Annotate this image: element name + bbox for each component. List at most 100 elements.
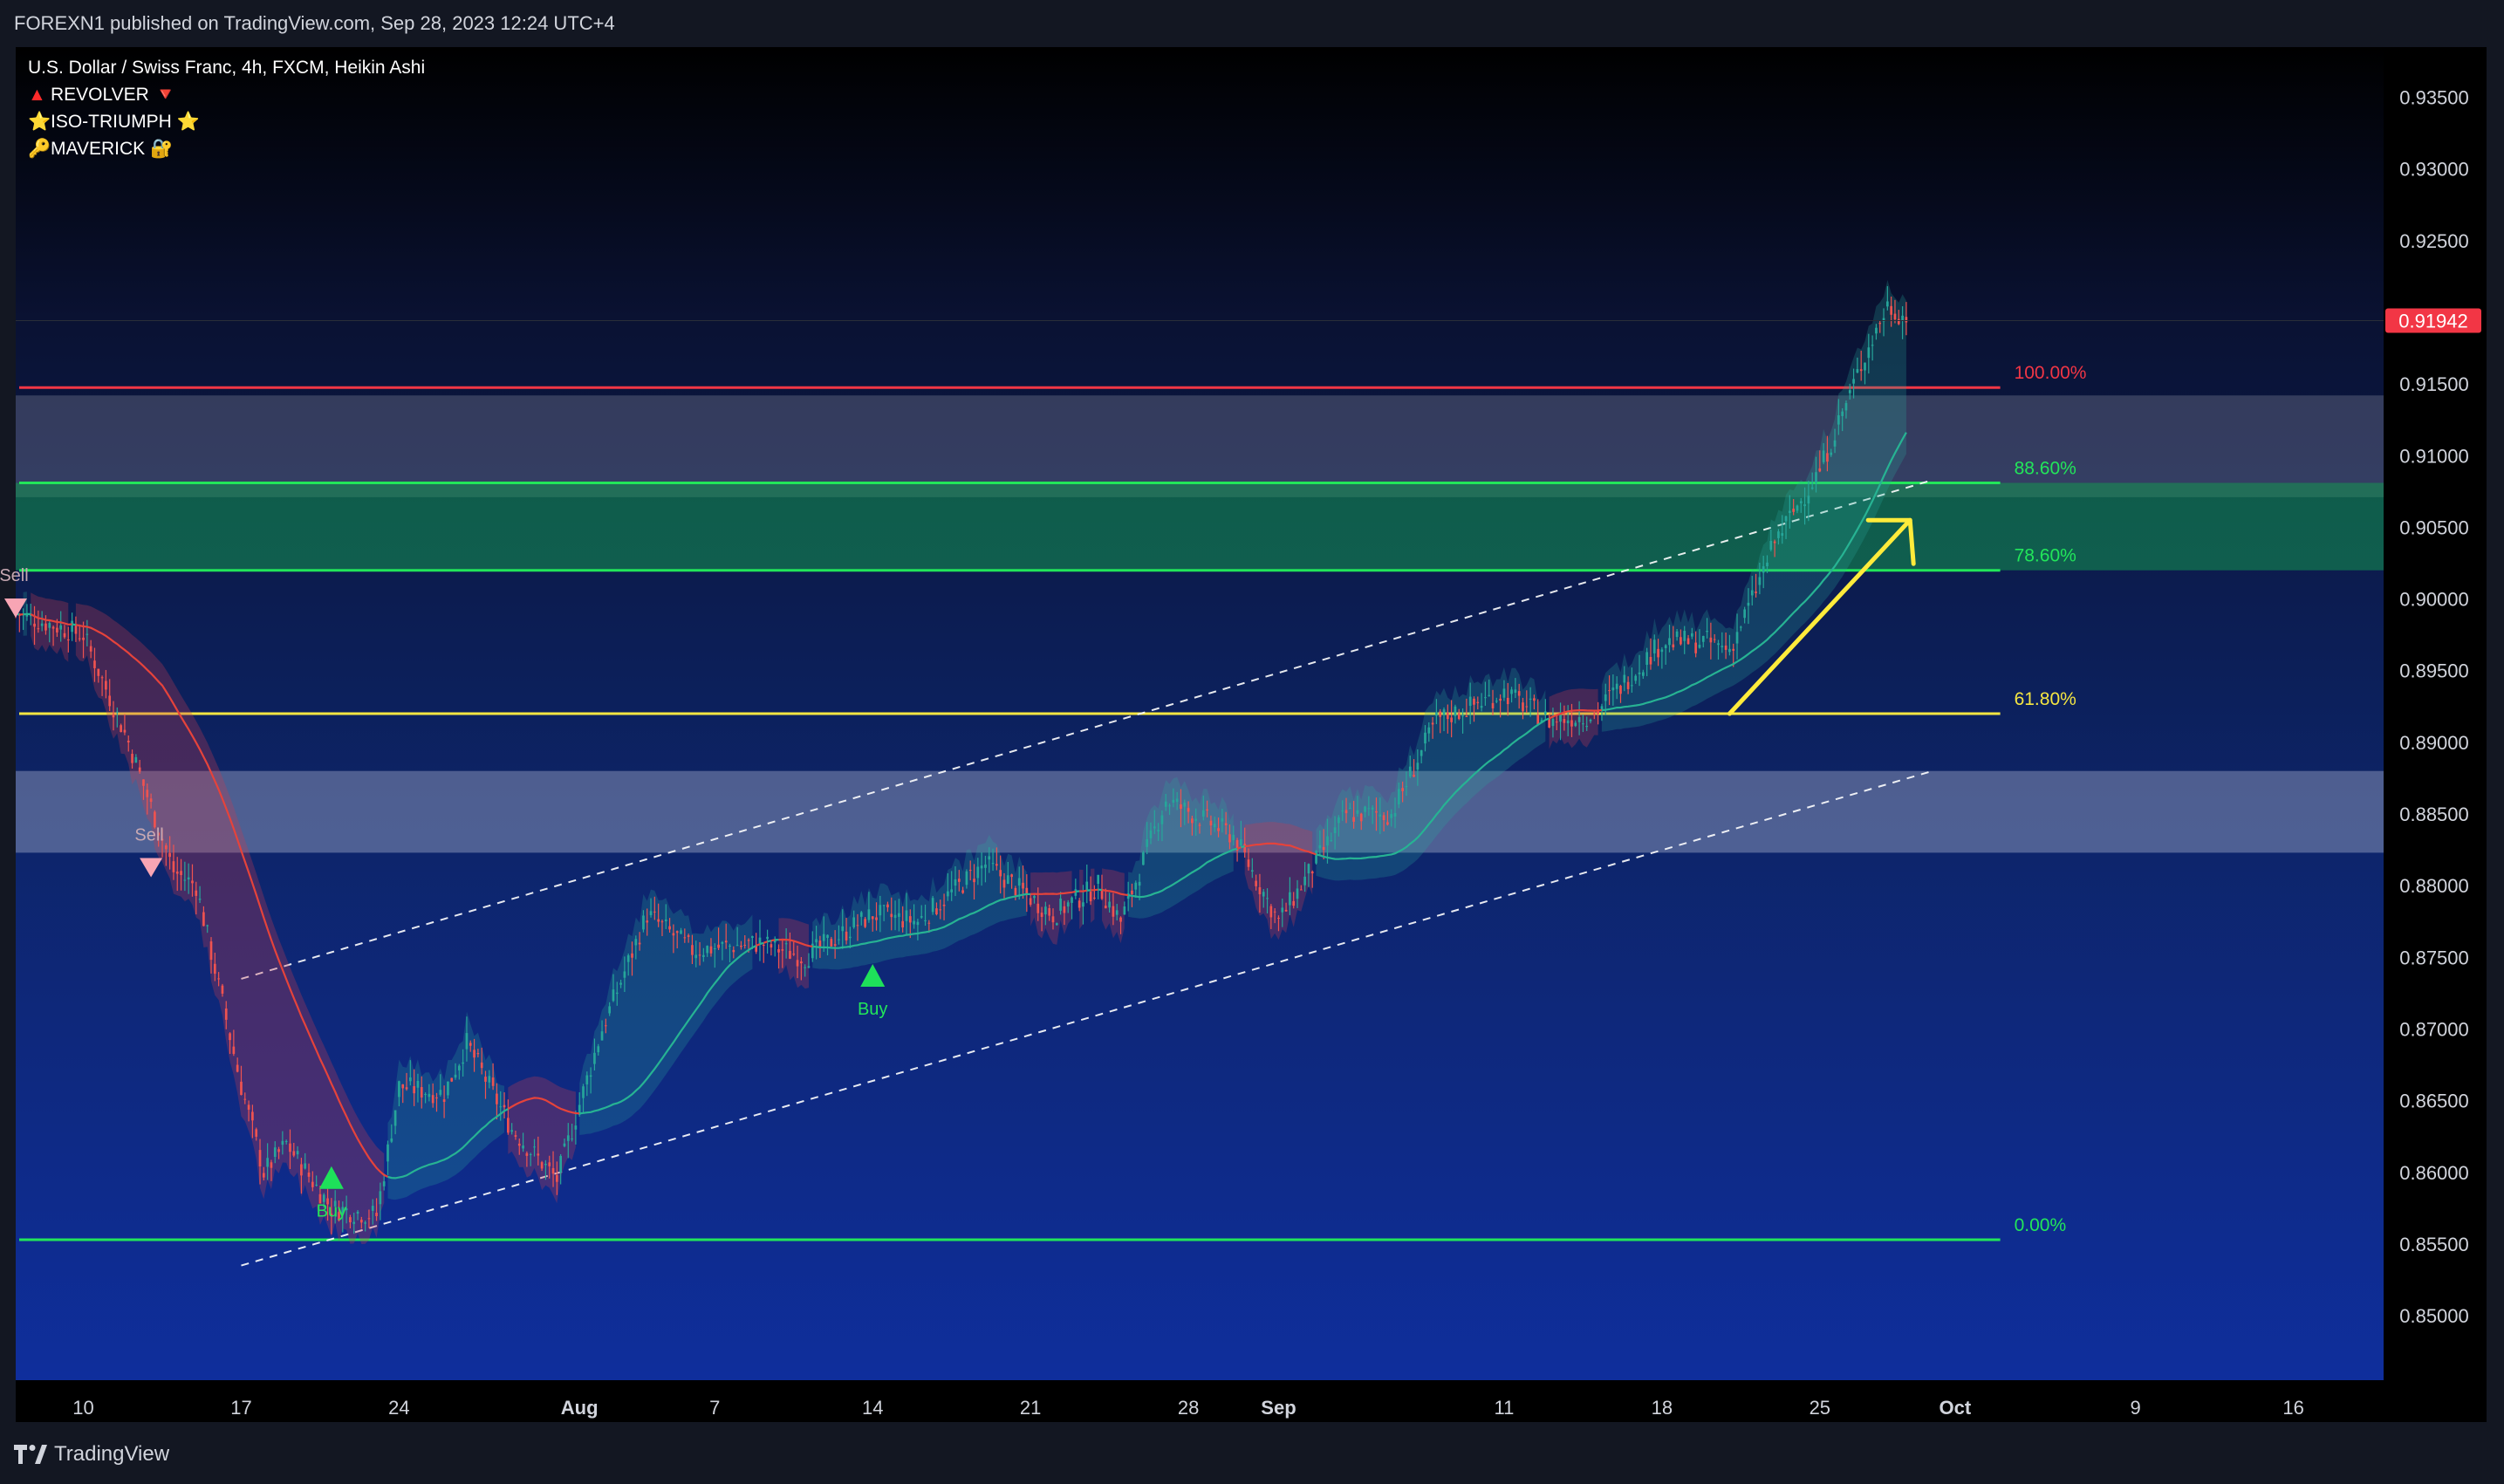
candle-body [525, 1152, 529, 1156]
price-axis-background [2384, 47, 2487, 1422]
moving-average-line [1079, 889, 1088, 892]
candle-body [1446, 712, 1449, 720]
candle-body [1740, 626, 1742, 628]
candle-body [1577, 716, 1581, 722]
time-axis-tick-label: Aug [561, 1397, 599, 1419]
candle-body [48, 623, 51, 628]
candle-body [1454, 706, 1457, 716]
legend-item-maverick[interactable]: 🔑MAVERICK 🔐 [28, 135, 425, 162]
candle-body [1743, 609, 1746, 619]
legend-item-iso-triumph[interactable]: ⭐ISO-TRIUMPH ⭐ [28, 108, 425, 135]
candle-body [1160, 815, 1164, 824]
candle-body [833, 944, 837, 947]
candle-body [1022, 882, 1024, 889]
sell-signal-label: Sell [134, 825, 163, 845]
candle-body [898, 913, 900, 917]
candle-body [913, 920, 915, 925]
candle-body [304, 1163, 307, 1169]
legend-item-revolver[interactable]: ▲ REVOLVER 🔻 [28, 81, 425, 108]
candle-body [713, 947, 716, 950]
candle-body [1668, 638, 1671, 646]
bull-cloud [812, 834, 1027, 970]
candle-body [875, 917, 878, 920]
candle-body [224, 1008, 228, 1020]
candle-body [1762, 566, 1765, 573]
candle-body [1529, 698, 1532, 701]
candle-body [830, 939, 833, 947]
candle-body [484, 1077, 487, 1082]
candle-body [289, 1143, 291, 1152]
candle-body [1457, 713, 1461, 720]
candle-body [359, 1220, 363, 1223]
candle-body [255, 1129, 258, 1137]
candle-body [1115, 910, 1119, 915]
candle-body [447, 1081, 449, 1096]
sell-signal-icon [4, 598, 27, 619]
candle-body [1108, 901, 1111, 908]
candle-body [1897, 318, 1900, 325]
candle-body [1634, 675, 1638, 681]
candle-body [1664, 645, 1667, 648]
fib-level-label: 88.60% [2015, 458, 2076, 478]
candle-body [965, 871, 968, 886]
candle-body [968, 870, 972, 872]
candle-body [1375, 810, 1378, 813]
candle-body [123, 729, 127, 733]
candle-body [882, 905, 886, 906]
candle-body [631, 953, 633, 958]
candle-body [1168, 805, 1171, 807]
candle-body [578, 1104, 581, 1115]
candle-body [322, 1194, 325, 1202]
candle-body [680, 930, 682, 934]
candle-body [465, 1033, 469, 1050]
candle-body [93, 660, 96, 668]
candle-body [818, 940, 822, 947]
candle-body [1299, 889, 1303, 891]
tradingview-logo[interactable]: TradingView [14, 1442, 169, 1467]
buy-signal-icon [318, 1166, 344, 1189]
candle-body [893, 914, 897, 919]
price-axis-tick-label: 0.88500 [2399, 804, 2469, 825]
candle-body [984, 864, 987, 868]
candle-body [345, 1208, 348, 1211]
candle-body [859, 912, 863, 917]
candle-body [845, 931, 848, 940]
candle-body [1905, 317, 1908, 323]
candle-body [476, 1052, 480, 1055]
candle-body [935, 908, 938, 915]
time-axis-tick-label: 18 [1652, 1397, 1673, 1419]
candle-body [608, 1006, 611, 1014]
candle-body [1292, 900, 1296, 906]
candle-body [1758, 577, 1762, 585]
tradingview-logo-icon [14, 1445, 47, 1464]
candle-body [1491, 702, 1495, 708]
candle-body [105, 680, 107, 690]
candle-body [89, 646, 92, 652]
candle-body [364, 1222, 366, 1224]
candle-body [615, 992, 619, 995]
candle-body [1893, 313, 1897, 320]
candle-body [1652, 639, 1656, 653]
candle-body [131, 754, 133, 763]
fib-level-label: 100.00% [2015, 363, 2087, 383]
candle-body [1525, 706, 1529, 708]
candle-body [522, 1145, 524, 1149]
candle-body [333, 1200, 337, 1207]
red-triangle-down-icon: 🔻 [154, 85, 177, 105]
candle-body [206, 925, 209, 927]
moving-average-line [1127, 847, 1238, 899]
candle-body [66, 639, 70, 641]
candle-body [40, 623, 44, 626]
candle-body [1555, 721, 1558, 723]
candle-body [247, 1104, 250, 1110]
candle-body [890, 913, 893, 918]
candle-body [1769, 541, 1773, 551]
candle-body [533, 1146, 536, 1148]
time-axis-tick-label: 10 [72, 1397, 93, 1419]
candle-body [1600, 706, 1604, 710]
fib-level-label: 0.00% [2015, 1215, 2067, 1235]
candle-body [1371, 807, 1374, 810]
candle-body [777, 948, 780, 953]
candle-body [1450, 717, 1453, 722]
